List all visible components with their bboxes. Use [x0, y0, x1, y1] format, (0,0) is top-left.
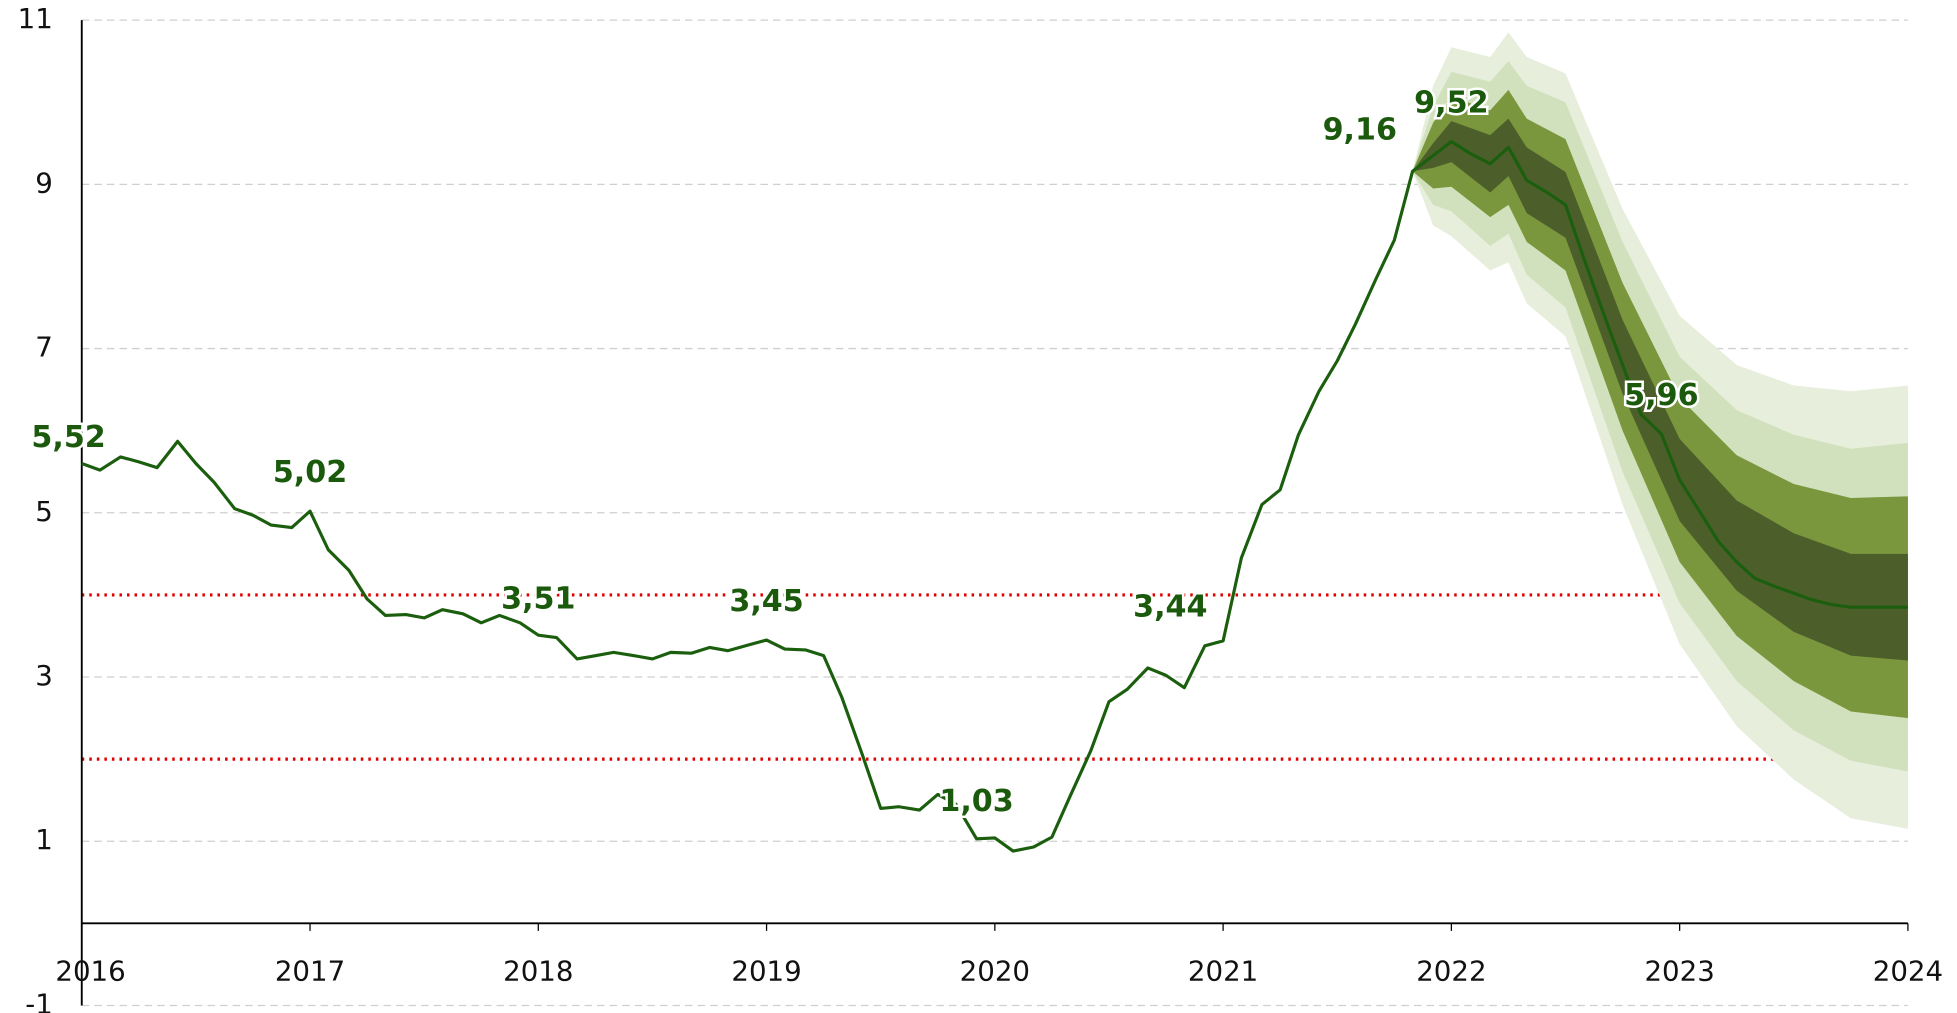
- x-tick-label: 2019: [731, 954, 801, 987]
- y-tick-label: 11: [18, 2, 53, 35]
- x-tick-label: 2016: [55, 954, 125, 987]
- data-label: 1,03: [939, 784, 1013, 819]
- x-tick-label: 2017: [275, 954, 345, 987]
- x-tick-label: 2021: [1188, 954, 1258, 987]
- x-tick-label: 2020: [960, 954, 1030, 987]
- x-tick-label: 2023: [1644, 954, 1714, 987]
- data-label: 5,52: [31, 420, 105, 455]
- data-label: 3,44: [1133, 590, 1207, 625]
- data-label: 9,52: [1414, 85, 1488, 120]
- data-label: 9,16: [1323, 112, 1397, 147]
- y-tick-label: 5: [35, 495, 53, 528]
- data-label: 3,51: [501, 581, 575, 616]
- y-tick-label: 1: [35, 823, 53, 856]
- y-tick-label: 3: [35, 659, 53, 692]
- y-tick-label: 7: [35, 331, 53, 364]
- data-label: 5,96: [1624, 378, 1698, 413]
- x-tick-label: 2022: [1416, 954, 1486, 987]
- data-label: 5,02: [273, 455, 347, 490]
- y-tick-label: 9: [35, 166, 53, 199]
- data-label: 3,45: [729, 584, 803, 619]
- x-tick-label: 2018: [503, 954, 573, 987]
- y-tick-label: -1: [25, 987, 53, 1013]
- x-tick-label: 2024: [1873, 954, 1943, 987]
- line: [81, 140, 1908, 853]
